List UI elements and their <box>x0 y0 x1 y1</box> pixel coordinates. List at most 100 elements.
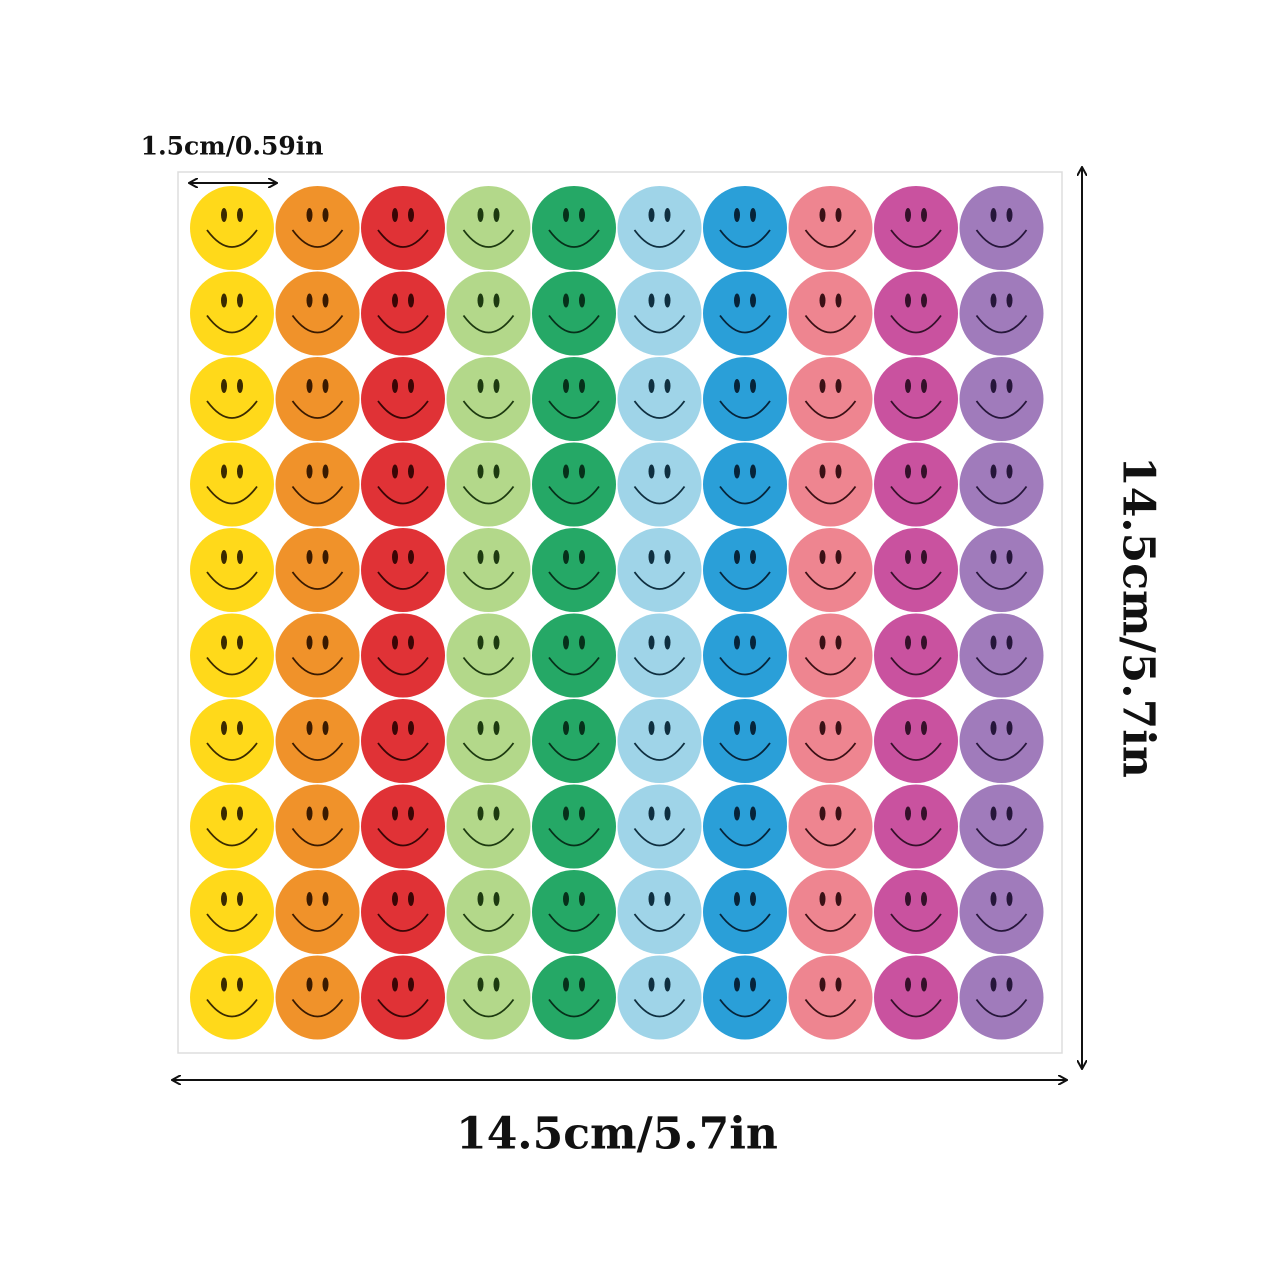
sticker-eye <box>392 892 398 906</box>
sticker-eye <box>835 977 842 992</box>
sticker-eye <box>664 635 671 650</box>
height-label: 14.5cm/5.7in <box>1113 456 1164 778</box>
sticker-face <box>190 528 274 612</box>
sticker-eye <box>563 464 569 479</box>
smiley-sticker <box>275 699 360 783</box>
sticker-eye <box>579 635 585 650</box>
sticker-eye <box>237 892 243 906</box>
sticker-face <box>617 613 702 698</box>
sticker-smile <box>291 485 344 505</box>
smiley-sticker <box>874 271 958 356</box>
sticker-smile <box>462 656 515 676</box>
sticker-eye <box>1006 977 1013 992</box>
smiley-sticker <box>446 784 531 869</box>
smiley-sticker <box>874 870 958 954</box>
sticker-eye <box>408 635 414 650</box>
sticker-face <box>190 442 274 527</box>
sticker-eye <box>921 464 927 479</box>
smiley-sticker <box>874 613 958 698</box>
sticker-face <box>361 870 445 954</box>
sticker-eye <box>750 721 756 735</box>
sticker-face <box>788 357 873 441</box>
sticker-eye <box>392 977 398 992</box>
smiley-sticker <box>275 955 360 1040</box>
sticker-eye <box>579 464 585 479</box>
sticker-eye <box>835 293 842 308</box>
sticker-smile <box>633 400 686 419</box>
sticker-face <box>361 528 445 612</box>
sticker-eye <box>648 464 655 479</box>
sticker-face <box>361 271 445 356</box>
sticker-eye <box>493 208 500 222</box>
sticker-eye <box>819 635 826 650</box>
sticker-eye <box>648 635 655 650</box>
sticker-face <box>617 271 702 356</box>
smiley-sticker <box>788 784 873 869</box>
sticker-eye <box>990 293 997 308</box>
sticker-eye <box>921 806 927 821</box>
sticker-smile <box>377 742 429 761</box>
sticker-eye <box>921 635 927 650</box>
sticker-eye <box>563 892 569 906</box>
sticker-eye <box>221 892 227 906</box>
sticker-eye <box>819 464 826 479</box>
sticker-face <box>703 186 787 270</box>
smiley-sticker <box>275 186 360 270</box>
smiley-sticker <box>275 442 360 527</box>
smiley-sticker <box>446 613 531 698</box>
smiley-sticker <box>275 613 360 698</box>
sticker-smile <box>890 827 942 847</box>
sticker-smile <box>291 400 344 419</box>
sticker-face <box>361 784 445 869</box>
sticker-face <box>788 699 873 783</box>
sticker-face <box>532 784 616 869</box>
sticker-face <box>361 955 445 1040</box>
sticker-eye <box>734 721 740 735</box>
sticker-eye <box>392 550 398 564</box>
smiley-sticker <box>959 528 1044 612</box>
sticker-eye <box>1006 892 1013 906</box>
smiley-sticker <box>959 613 1044 698</box>
sticker-eye <box>477 977 484 992</box>
smiley-sticker <box>703 271 787 356</box>
sticker-eye <box>579 721 585 735</box>
sticker-eye <box>664 721 671 735</box>
smiley-sticker <box>446 357 531 441</box>
sticker-smile <box>377 314 429 334</box>
sticker-face <box>959 528 1044 612</box>
sticker-eye <box>477 550 484 564</box>
sticker-face <box>874 613 958 698</box>
sticker-eye <box>990 806 997 821</box>
sticker-smile <box>548 229 600 248</box>
smiley-sticker <box>959 357 1044 441</box>
sticker-smile <box>633 827 686 847</box>
smiley-sticker <box>959 699 1044 783</box>
sticker-face <box>617 357 702 441</box>
sticker-face <box>959 870 1044 954</box>
sticker-eye <box>493 721 500 735</box>
smiley-sticker <box>703 442 787 527</box>
sticker-eye <box>477 464 484 479</box>
smiley-sticker <box>788 357 873 441</box>
sticker-eye <box>392 806 398 821</box>
width-label: 14.5cm/5.7in <box>456 1109 778 1160</box>
sticker-eye <box>221 464 227 479</box>
smiley-sticker <box>361 186 445 270</box>
sticker-eye <box>322 464 329 479</box>
sticker-eye <box>750 464 756 479</box>
sticker-eye <box>734 635 740 650</box>
sticker-eye <box>734 977 740 992</box>
sticker-smile <box>548 571 600 590</box>
sticker-eye <box>563 379 569 393</box>
sticker-eye <box>664 379 671 393</box>
sticker-eye <box>990 977 997 992</box>
sticker-face <box>275 271 360 356</box>
sticker-face <box>275 784 360 869</box>
sticker-face <box>190 613 274 698</box>
sticker-eye <box>322 550 329 564</box>
sticker-smile <box>975 913 1028 932</box>
sticker-face <box>532 699 616 783</box>
sticker-face <box>959 613 1044 698</box>
sticker-face <box>532 271 616 356</box>
smiley-sticker <box>532 271 616 356</box>
